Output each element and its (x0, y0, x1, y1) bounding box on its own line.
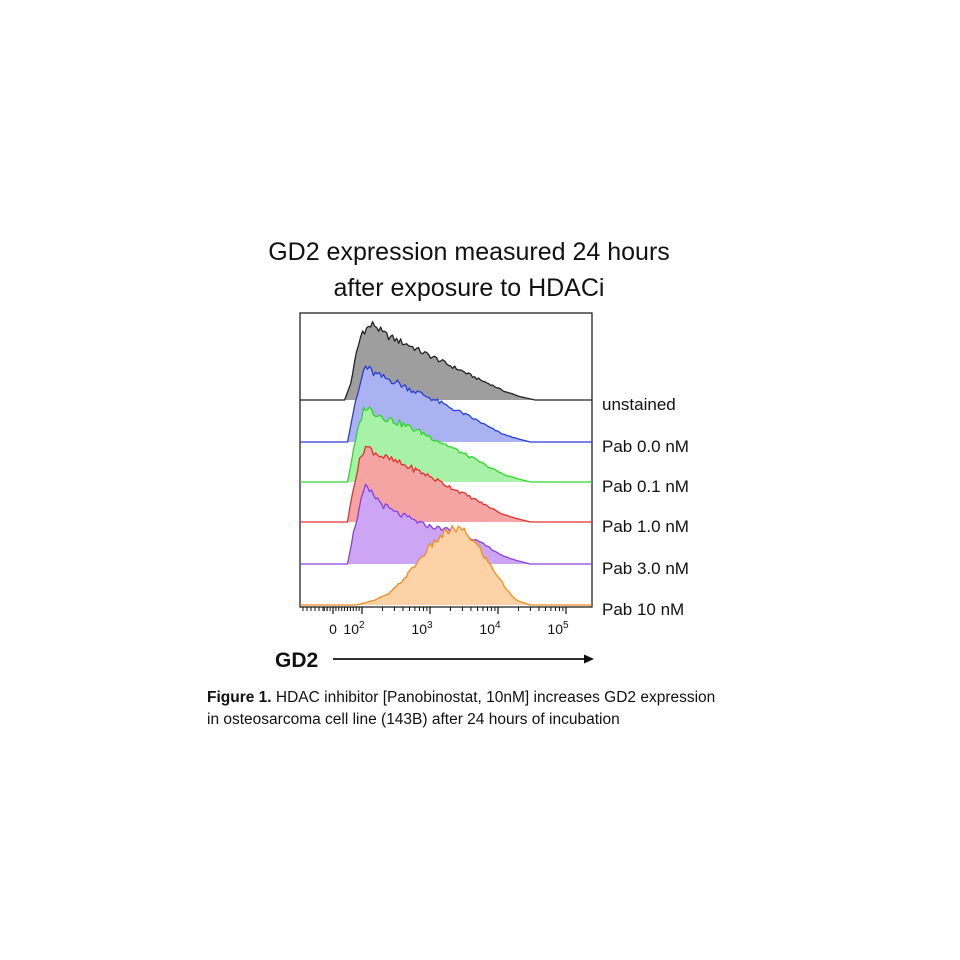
x-tick-label: 0 (329, 621, 337, 637)
chart-title-line-2: after exposure to HDACi (333, 274, 605, 302)
histogram-line-pab-10-nm (300, 524, 592, 606)
caption-label: Figure 1. (207, 689, 272, 706)
series-unstained (300, 321, 592, 401)
x-tick-label: 104 (479, 620, 501, 637)
series-label-pab-10-nm: Pab 10 nM (602, 600, 684, 619)
x-axis-ticks: 0 102 103 104 105 (302, 607, 569, 637)
x-tick-label: 102 (343, 620, 365, 637)
histogram-line-pab-1-0-nm (300, 445, 592, 523)
histogram-line-pab-0-0-nm (300, 365, 592, 443)
figure-caption: Figure 1. HDAC inhibitor [Panobinostat, … (207, 687, 767, 731)
series-label-pab-1-0-nm: Pab 1.0 nM (602, 517, 689, 536)
series-layer (300, 321, 592, 606)
histogram-fill-pab-3-0-nm (347, 484, 531, 564)
series-labels: unstained Pab 0.0 nM Pab 0.1 nM Pab 1.0 nM P… (602, 395, 689, 619)
series-label-pab-3-0-nm: Pab 3.0 nM (602, 559, 689, 578)
histogram-fill-unstained (344, 321, 535, 400)
x-axis-arrow (333, 654, 594, 664)
series-label-pab-0-0-nm: Pab 0.0 nM (602, 437, 689, 456)
series-pab-1-0-nm (300, 445, 592, 523)
histogram-fill-pab-1-0-nm (347, 446, 531, 522)
caption-text-1: HDAC inhibitor [Panobinostat, 10nM] incr… (271, 689, 716, 706)
x-axis-label: GD2 (275, 649, 318, 672)
plot-frame (299, 312, 593, 608)
series-label-unstained: unstained (602, 395, 676, 414)
x-tick-label: 103 (411, 620, 433, 637)
histogram-line-pab-0-1-nm (300, 406, 592, 483)
caption-line-1: Figure 1. HDAC inhibitor [Panobinostat, … (207, 687, 767, 709)
series-label-pab-0-1-nm: Pab 0.1 nM (602, 477, 689, 496)
chart-title: GD2 expression measured 24 hours after e… (200, 234, 738, 306)
histogram-fill-pab-10-nm (356, 525, 531, 605)
x-tick-label: 105 (547, 620, 569, 637)
series-pab-3-0-nm (300, 483, 592, 565)
histogram-line-pab-3-0-nm (300, 483, 592, 565)
histogram-line-unstained (300, 321, 592, 401)
caption-line-2: in osteosarcoma cell line (143B) after 2… (207, 711, 620, 728)
chart-title-line-1: GD2 expression measured 24 hours (268, 238, 670, 266)
series-pab-10-nm (300, 524, 592, 606)
